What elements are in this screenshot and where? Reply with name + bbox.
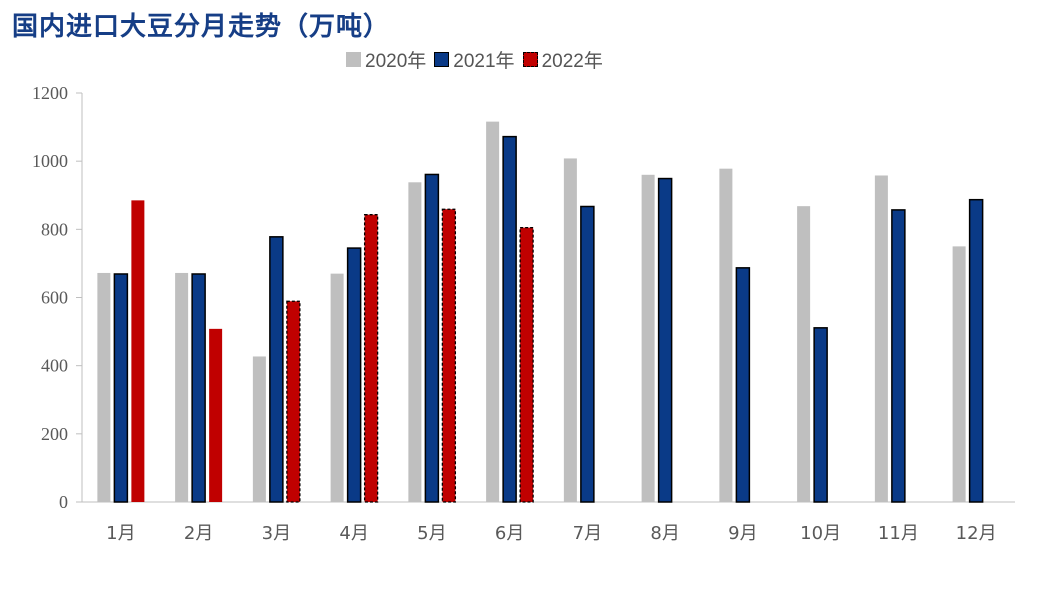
x-tick-label: 12月: [956, 523, 997, 544]
bar-2020年-2月: [175, 272, 189, 502]
y-tick-label: 0: [59, 492, 68, 512]
bar-2021年-5月: [424, 173, 440, 503]
chart-title: 国内进口大豆分月走势（万吨）: [12, 12, 391, 42]
bar-2022年-2月: [209, 328, 223, 502]
x-tick-label: 8月: [650, 523, 679, 544]
legend: 2020年 2021年 2022年: [346, 46, 611, 73]
legend-item-2022: 2022年: [522, 46, 603, 73]
bar-2021年-11月: [891, 209, 906, 503]
x-tick-label: 9月: [728, 523, 757, 544]
y-tick-label: 600: [41, 288, 68, 308]
y-tick-label: 1200: [32, 83, 68, 103]
bar-2022年-3月: [286, 300, 301, 503]
bar-2020年-7月: [563, 158, 577, 502]
bar-2021年-1月: [113, 273, 129, 503]
legend-swatch-2022: [522, 52, 538, 67]
bar-2020年-11月: [874, 175, 888, 502]
y-tick-label: 400: [41, 356, 68, 376]
bar-2020年-12月: [952, 246, 966, 502]
bar-2020年-9月: [719, 168, 733, 503]
bar-2020年-3月: [252, 356, 266, 502]
x-tick-label: 1月: [106, 523, 135, 544]
legend-swatch-2020: [346, 52, 361, 67]
bar-2021年-10月: [813, 327, 828, 503]
bar-2020年-6月: [486, 121, 500, 502]
legend-swatch-2021: [434, 52, 450, 67]
bar-2021年-3月: [269, 236, 284, 503]
legend-label-2020: 2020年: [365, 51, 427, 72]
bar-2022年-5月: [441, 208, 457, 503]
legend-label-2022: 2022年: [541, 51, 603, 72]
bar-2021年-6月: [502, 135, 517, 503]
bar-2021年-8月: [657, 177, 673, 503]
bar-2021年-7月: [580, 205, 595, 503]
legend-item-2021: 2021年: [434, 46, 515, 73]
bar-2022年-1月: [131, 200, 145, 503]
x-tick-label: 5月: [417, 523, 446, 544]
legend-item-2020: 2020年: [346, 46, 426, 73]
bar-2020年-10月: [797, 206, 811, 502]
bar-2021年-9月: [735, 267, 751, 503]
y-tick-label: 800: [41, 219, 68, 239]
bar-2020年-4月: [330, 273, 344, 502]
bar-2021年-2月: [191, 273, 206, 503]
y-tick-label: 200: [41, 424, 68, 444]
x-tick-label: 7月: [573, 523, 602, 544]
bar-2020年-8月: [641, 174, 655, 503]
x-tick-label: 4月: [339, 523, 368, 544]
x-tick-label: 6月: [495, 523, 524, 544]
x-tick-label: 11月: [878, 523, 919, 544]
legend-label-2021: 2021年: [453, 51, 515, 72]
x-tick-label: 3月: [262, 523, 291, 544]
bar-2022年-4月: [363, 214, 379, 503]
bar-2022年-6月: [519, 226, 534, 503]
bar-2020年-1月: [97, 272, 111, 502]
bar-2021年-4月: [346, 247, 362, 503]
x-tick-label: 2月: [184, 523, 213, 544]
x-tick-label: 10月: [800, 523, 841, 544]
bar-2020年-5月: [408, 182, 422, 502]
y-tick-label: 1000: [32, 151, 68, 171]
bar-2021年-12月: [968, 198, 984, 503]
